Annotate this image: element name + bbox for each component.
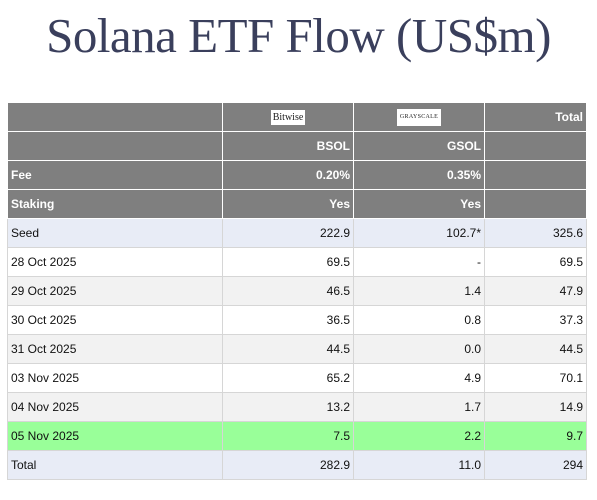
total-value: 325.6 [484,218,587,248]
total-value: 14.9 [484,392,587,422]
ticker-gsol: GSOL [353,131,485,161]
row-label: 31 Oct 2025 [7,334,223,364]
gsol-value: 4.9 [353,363,485,393]
header-empty-cell [7,102,223,132]
bitwise-logo: Bitwise [270,109,306,125]
row-label: Seed [7,218,223,248]
bsol-value: 222.9 [222,218,354,248]
table-row: 04 Nov 2025 13.2 1.7 14.9 [7,392,587,422]
staking-gsol: Yes [353,189,485,219]
ticker-bsol: BSOL [222,131,354,161]
fee-row: Fee 0.20% 0.35% [7,160,587,190]
row-label: 05 Nov 2025 [7,421,223,451]
row-label: 28 Oct 2025 [7,247,223,277]
seed-row: Seed 222.9 102.7* 325.6 [7,218,587,248]
fee-label: Fee [7,160,223,190]
row-label: 03 Nov 2025 [7,363,223,393]
header-empty-cell [484,160,587,190]
bsol-value: 69.5 [222,247,354,277]
fee-gsol: 0.35% [353,160,485,190]
bsol-value: 13.2 [222,392,354,422]
gsol-value: 1.7 [353,392,485,422]
ticker-header-row: BSOL GSOL [7,131,587,161]
bsol-value: 36.5 [222,305,354,335]
total-value: 70.1 [484,363,587,393]
bitwise-logo-cell: Bitwise [222,102,354,132]
table-row: 03 Nov 2025 65.2 4.9 70.1 [7,363,587,393]
row-label: Total [7,450,223,480]
gsol-value: 0.0 [353,334,485,364]
row-label: 04 Nov 2025 [7,392,223,422]
staking-bsol: Yes [222,189,354,219]
staking-row: Staking Yes Yes [7,189,587,219]
total-column-header: Total [484,102,587,132]
gsol-value: - [353,247,485,277]
highlighted-row: 05 Nov 2025 7.5 2.2 9.7 [7,421,587,451]
gsol-value: 2.2 [353,421,485,451]
gsol-value: 11.0 [353,450,485,480]
gsol-value: 0.8 [353,305,485,335]
row-label: 29 Oct 2025 [7,276,223,306]
table-row: 28 Oct 2025 69.5 - 69.5 [7,247,587,277]
bsol-value: 65.2 [222,363,354,393]
table-row: 31 Oct 2025 44.5 0.0 44.5 [7,334,587,364]
table-row: 30 Oct 2025 36.5 0.8 37.3 [7,305,587,335]
fee-bsol: 0.20% [222,160,354,190]
total-row: Total 282.9 11.0 294 [7,450,587,480]
gsol-value: 1.4 [353,276,485,306]
table-row: 29 Oct 2025 46.5 1.4 47.9 [7,276,587,306]
total-value: 44.5 [484,334,587,364]
gsol-value: 102.7* [353,218,485,248]
etf-flow-table: Bitwise GRAYSCALE Total BSOL GSOL Fee 0.… [7,102,587,480]
grayscale-logo-cell: GRAYSCALE [353,102,485,132]
grayscale-logo: GRAYSCALE [396,108,442,126]
header-empty-cell [7,131,223,161]
header-empty-cell [484,189,587,219]
total-value: 47.9 [484,276,587,306]
header-empty-cell [484,131,587,161]
bsol-value: 44.5 [222,334,354,364]
page-title: Solana ETF Flow (US$m) [46,8,551,63]
issuer-header-row: Bitwise GRAYSCALE Total [7,102,587,132]
staking-label: Staking [7,189,223,219]
total-value: 69.5 [484,247,587,277]
bsol-value: 282.9 [222,450,354,480]
bsol-value: 46.5 [222,276,354,306]
total-value: 9.7 [484,421,587,451]
total-value: 294 [484,450,587,480]
row-label: 30 Oct 2025 [7,305,223,335]
total-value: 37.3 [484,305,587,335]
bsol-value: 7.5 [222,421,354,451]
